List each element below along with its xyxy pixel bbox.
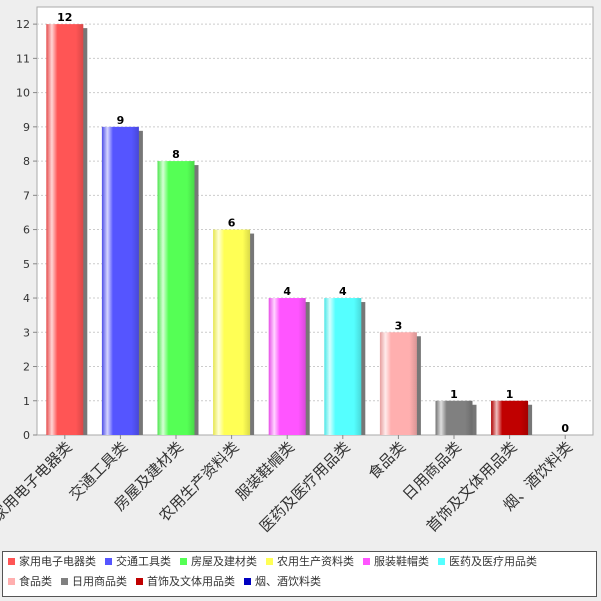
legend-swatch — [8, 558, 15, 565]
legend-label: 食品类 — [19, 574, 52, 588]
legend: 家用电子电器类 交通工具类 房屋及建材类 农用生产资料类 服装鞋帽类 医药及医疗用品类食品… — [2, 551, 597, 597]
data-label: 8 — [172, 148, 180, 161]
legend-label: 交通工具类 — [116, 554, 171, 568]
legend-label: 房屋及建材类 — [191, 554, 257, 568]
legend-swatch — [8, 578, 15, 585]
x-tick-label: 家用电子电器类 — [0, 438, 76, 525]
legend-swatch — [105, 558, 112, 565]
data-label: 3 — [395, 319, 403, 332]
bar — [491, 400, 529, 435]
y-tick-label: 5 — [23, 258, 30, 271]
bar — [46, 24, 84, 436]
bar — [101, 126, 139, 435]
y-tick-label: 7 — [23, 189, 30, 202]
bar — [435, 400, 473, 435]
legend-swatch — [244, 578, 251, 585]
bar — [213, 229, 251, 435]
y-tick-label: 10 — [16, 87, 30, 100]
legend-label: 医药及医疗用品类 — [449, 554, 537, 568]
y-tick-label: 2 — [23, 361, 30, 374]
bar — [157, 161, 195, 435]
legend-label: 农用生产资料类 — [277, 554, 354, 568]
legend-label: 烟、酒饮料类 — [255, 574, 321, 588]
x-tick-label: 食品类 — [365, 438, 410, 483]
data-label: 4 — [339, 285, 347, 298]
data-label: 1 — [506, 388, 514, 401]
y-tick-label: 4 — [23, 292, 30, 305]
legend-swatch — [266, 558, 273, 565]
bar — [324, 298, 362, 435]
bars — [46, 24, 533, 436]
legend-items: 家用电子电器类 交通工具类 房屋及建材类 农用生产资料类 服装鞋帽类 医药及医疗用品类食品… — [8, 554, 537, 588]
data-label: 12 — [57, 11, 72, 24]
data-label: 0 — [561, 422, 569, 435]
data-label: 4 — [283, 285, 291, 298]
legend-swatch — [180, 558, 187, 565]
legend-label: 服装鞋帽类 — [374, 554, 429, 568]
legend-swatch — [136, 578, 143, 585]
data-label: 9 — [117, 114, 125, 127]
data-label: 1 — [450, 388, 458, 401]
y-tick-label: 0 — [23, 429, 30, 442]
legend-swatch — [61, 578, 68, 585]
y-tick-label: 8 — [23, 155, 30, 168]
y-tick-label: 9 — [23, 121, 30, 134]
y-tick-label: 11 — [16, 52, 30, 65]
bar — [379, 332, 417, 435]
bar — [268, 298, 306, 435]
y-tick-label: 6 — [23, 224, 30, 237]
y-tick-label: 12 — [16, 18, 30, 31]
y-tick-label: 1 — [23, 395, 30, 408]
data-labels: 12 9 8 6 4 4 3 1 1 0 — [57, 11, 569, 435]
legend-swatch — [438, 558, 445, 565]
legend-label: 首饰及文体用品类 — [147, 574, 235, 588]
legend-label: 日用商品类 — [72, 574, 127, 588]
data-label: 6 — [228, 217, 236, 230]
legend-swatch — [363, 558, 370, 565]
legend-label: 家用电子电器类 — [19, 554, 96, 568]
y-tick-label: 3 — [23, 326, 30, 339]
